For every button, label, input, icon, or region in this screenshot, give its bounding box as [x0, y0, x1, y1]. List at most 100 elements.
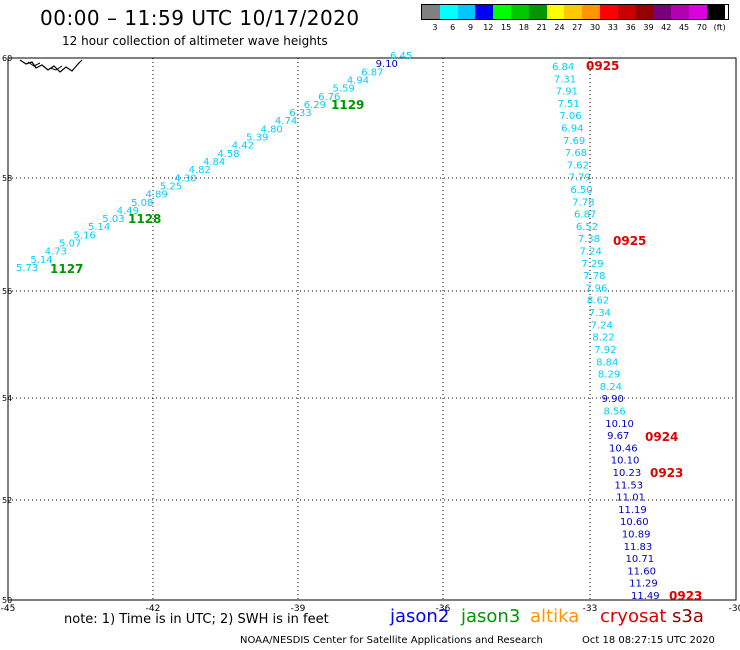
wave-height-value: 11.83	[624, 542, 653, 553]
legend-label: 70	[696, 23, 707, 32]
wave-height-value: 6.29	[304, 100, 326, 111]
wave-height-value: 5.03	[102, 214, 124, 225]
legend-swatch	[439, 5, 458, 19]
wave-height-value: 7.96	[585, 283, 607, 294]
wave-height-value: 7.38	[578, 234, 600, 245]
legend-swatch	[617, 5, 636, 19]
legend-label: 18	[518, 23, 529, 32]
legend-label: 12	[483, 23, 494, 32]
pass-time-label: 1129	[331, 98, 364, 112]
legend-swatch	[422, 5, 440, 19]
wave-height-value: 9.10	[376, 59, 398, 70]
wave-height-value: 10.10	[611, 456, 640, 467]
footer-credit: NOAA/NESDIS Center for Satellite Applica…	[240, 635, 543, 646]
legend-unit: (ft)	[713, 23, 726, 32]
y-tick-label: 52	[2, 496, 12, 505]
wave-height-value: 5.39	[246, 133, 268, 144]
y-tick-label: 56	[2, 287, 12, 296]
wave-height-value: 4.42	[232, 141, 254, 152]
footer-timestamp: Oct 18 08:27:15 UTC 2020	[582, 635, 715, 646]
legend-swatch	[599, 5, 618, 19]
x-tick-label: -45	[1, 604, 16, 614]
wave-height-value: 6.50	[570, 185, 592, 196]
wave-height-value: 7.69	[563, 136, 585, 147]
wave-height-value: 11.53	[614, 480, 643, 491]
legend-swatch	[564, 5, 583, 19]
wave-height-value: 6.76	[318, 92, 340, 103]
wave-height-value: 5.14	[88, 222, 110, 233]
coastline	[19, 59, 83, 73]
satellite-label-jason2: jason2	[390, 606, 450, 627]
wave-height-value: 5.25	[160, 181, 182, 192]
pass-time-label: 0925	[613, 234, 646, 248]
color-legend: 3 6 9 12 15 18 21 24 27 30 33 36 39 42 45 70 (ft)	[421, 4, 729, 32]
wave-height-value: 5.14	[30, 255, 52, 266]
wave-height-value: 7.51	[558, 99, 580, 110]
wave-height-value: 5.73	[16, 263, 38, 274]
wave-height-value: 11.01	[616, 493, 645, 504]
wave-height-value: 9.90	[602, 394, 624, 405]
legend-label: 21	[536, 23, 547, 32]
wave-height-value: 7.24	[580, 247, 602, 258]
wave-height-value: 4.74	[275, 116, 297, 127]
wave-height-value: 7.31	[554, 74, 576, 85]
wave-height-value: 6.33	[289, 108, 311, 119]
pass-time-label: 1127	[50, 262, 83, 276]
wave-height-value: 4.73	[45, 247, 67, 258]
legend-label: 33	[607, 23, 618, 32]
y-tick-label: 50	[2, 596, 12, 605]
y-tick-label: 60	[2, 54, 12, 63]
legend-label: 24	[554, 23, 565, 32]
wave-height-value: 8.84	[596, 357, 618, 368]
wave-height-value: 10.23	[613, 468, 642, 479]
coastline	[27, 61, 63, 71]
legend-swatch	[475, 5, 494, 19]
wave-height-value: 10.46	[609, 443, 638, 454]
wave-height-value: 8.24	[600, 382, 622, 393]
x-tick-label: -30	[729, 604, 740, 614]
wave-height-value: 8.62	[587, 296, 609, 307]
x-tick-label: -33	[583, 604, 598, 614]
y-tick-label: 58	[2, 174, 12, 183]
legend-swatch	[635, 5, 654, 19]
pass-time-label: 0924	[645, 430, 678, 444]
wave-height-value: 6.84	[552, 62, 574, 73]
wave-height-value: 8.29	[598, 370, 620, 381]
wave-height-value: 4.30	[174, 173, 196, 184]
wave-height-value: 7.34	[589, 308, 611, 319]
legend-swatch	[671, 5, 689, 19]
wave-height-value: 7.79	[569, 173, 591, 184]
wave-height-value: 5.16	[74, 230, 96, 241]
x-tick-label: -42	[146, 604, 161, 614]
wave-height-value: 7.24	[591, 320, 613, 331]
page-subtitle: 12 hour collection of altimeter wave hei…	[62, 34, 328, 48]
x-tick-label: -39	[291, 604, 306, 614]
wave-height-value: 11.60	[627, 566, 656, 577]
legend-swatch	[510, 5, 529, 19]
wave-height-value: 4.84	[203, 157, 225, 168]
wave-height-value: 7.91	[556, 87, 578, 98]
y-tick-label: 54	[2, 394, 12, 403]
wave-height-value: 7.78	[583, 271, 605, 282]
wave-height-value: 10.60	[620, 517, 649, 528]
legend-label: 42	[661, 23, 672, 32]
wave-height-value: 10.71	[625, 554, 654, 565]
wave-height-value: 6.52	[576, 222, 598, 233]
wave-height-value: 5.59	[332, 84, 354, 95]
legend-label: 36	[625, 23, 636, 32]
page-title: 00:00 – 11:59 UTC 10/17/2020	[40, 6, 360, 30]
wave-height-value: 11.29	[629, 579, 658, 590]
legend-swatch	[546, 5, 565, 19]
wave-height-value: 4.58	[217, 149, 239, 160]
wave-height-value: 5.08	[131, 198, 153, 209]
legend-swatch	[528, 5, 547, 19]
wave-height-value: 6.87	[361, 67, 383, 78]
wave-height-value: 4.89	[145, 190, 167, 201]
legend-swatches	[421, 4, 729, 20]
wave-height-value: 11.19	[618, 505, 647, 516]
legend-swatch	[457, 5, 476, 19]
x-tick-label: -36	[436, 604, 451, 614]
satellite-label-jason3: jason3	[461, 606, 521, 627]
footer-note: note: 1) Time is in UTC; 2) SWH is in fe…	[64, 612, 329, 627]
